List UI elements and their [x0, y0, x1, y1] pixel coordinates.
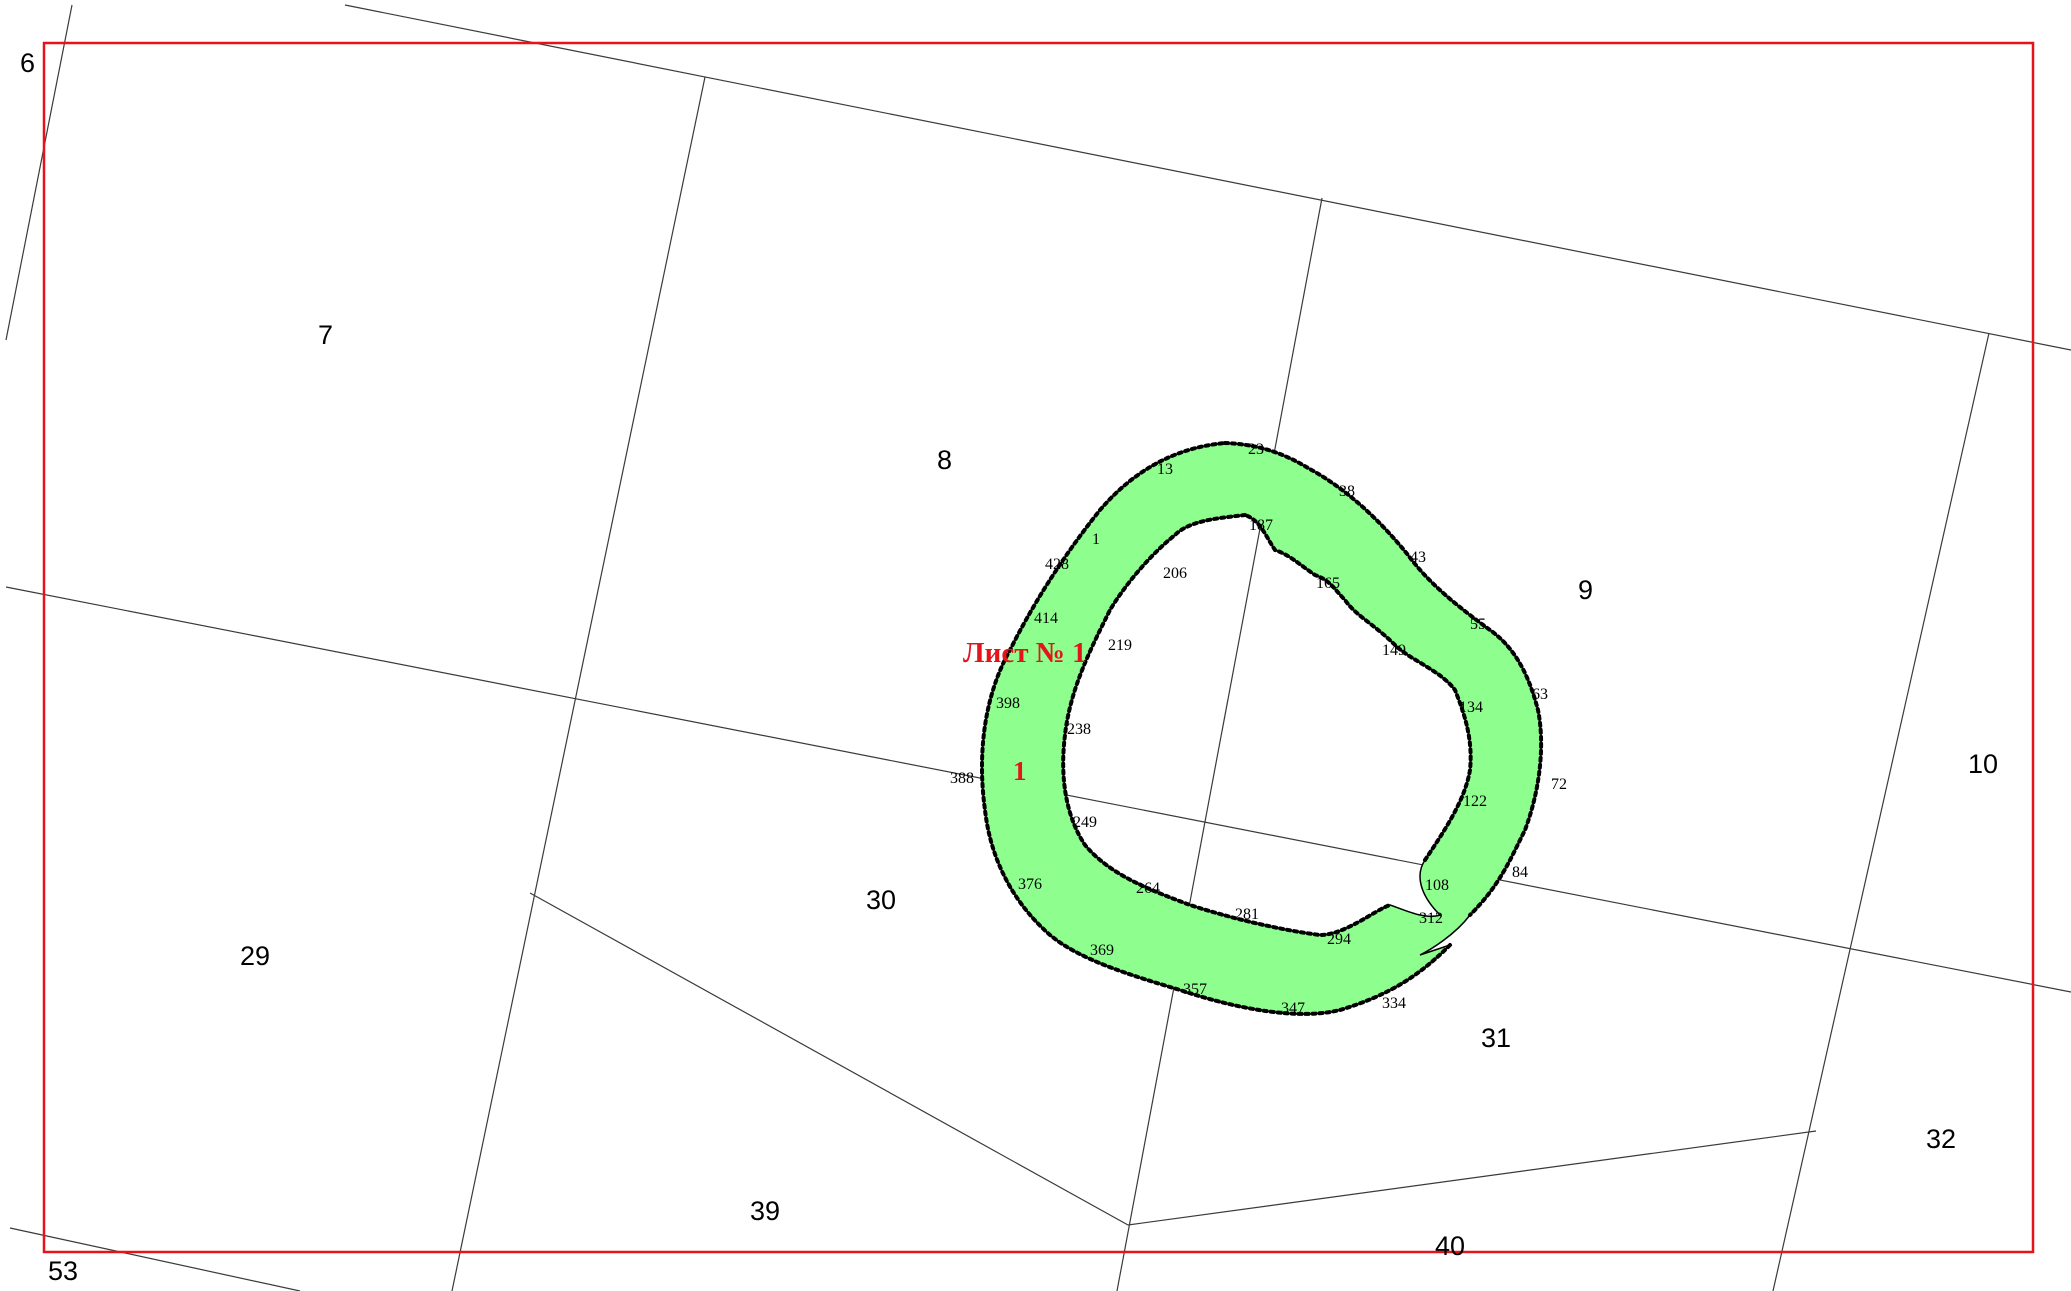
point-label: 55 [1470, 616, 1486, 633]
quarter-label: 30 [866, 885, 896, 915]
quarter-label: 9 [1578, 575, 1593, 605]
quarter-label: 6 [20, 48, 35, 78]
quarter-label: 10 [1968, 749, 1998, 779]
point-label: 72 [1551, 776, 1567, 793]
outer-boundary-points [980, 441, 1452, 1016]
point-label: 369 [1090, 942, 1114, 959]
point-label: 165 [1316, 575, 1340, 592]
boundary-line [529, 892, 1129, 1226]
point-label: 1 [1092, 531, 1100, 548]
point-label: 398 [996, 695, 1020, 712]
boundary-line [344, 4, 2071, 351]
quarter-label: 7 [318, 320, 333, 350]
inner-boundary-points [1061, 513, 1473, 938]
point-label: 122 [1463, 793, 1487, 810]
quarter-label: 39 [750, 1196, 780, 1226]
point-label: 357 [1183, 981, 1207, 998]
boundary-line [1116, 197, 1323, 1291]
point-label: 38 [1339, 483, 1355, 500]
parcel-number: 1 [1013, 756, 1027, 786]
point-label: 334 [1382, 995, 1406, 1012]
quarter-label: 40 [1435, 1231, 1465, 1261]
sheet-label: Лист № 1 [963, 637, 1087, 669]
quarter-labels: 6 7 8 9 10 29 30 31 32 39 40 53 [20, 48, 1998, 1286]
boundary-line [9, 1227, 301, 1291]
point-label: 264 [1136, 880, 1160, 897]
point-label: 63 [1532, 686, 1548, 703]
point-label: 388 [950, 770, 974, 787]
point-label: 249 [1073, 814, 1097, 831]
point-label: 428 [1045, 556, 1069, 573]
point-label: 294 [1327, 931, 1351, 948]
point-label: 134 [1459, 699, 1483, 716]
point-labels: 23 13 38 187 1 43 428 206 165 55 414 219… [950, 441, 1567, 1017]
point-label: 206 [1163, 565, 1187, 582]
point-label: 347 [1281, 1000, 1305, 1017]
point-label: 84 [1512, 864, 1528, 881]
point-label: 149 [1382, 642, 1406, 659]
point-label: 238 [1067, 721, 1091, 738]
outer-boundary-points [1223, 441, 1544, 917]
point-label: 414 [1034, 610, 1058, 627]
point-label: 312 [1419, 910, 1443, 927]
point-label: 43 [1410, 549, 1426, 566]
boundary-line [1127, 1130, 1817, 1226]
quarter-label: 31 [1481, 1023, 1511, 1053]
quarter-label: 29 [240, 941, 270, 971]
boundary-line [5, 4, 73, 341]
sheet-frame [42, 41, 2035, 1254]
point-label: 281 [1235, 906, 1259, 923]
quarter-label: 32 [1926, 1124, 1956, 1154]
boundary-line [451, 76, 706, 1291]
point-label: 187 [1249, 517, 1273, 534]
point-label: 108 [1425, 877, 1449, 894]
point-label: 13 [1157, 461, 1173, 478]
quarter-label: 8 [937, 445, 952, 475]
boundary-line [1772, 332, 1990, 1291]
point-label: 219 [1108, 637, 1132, 654]
point-label: 376 [1018, 876, 1042, 893]
quarter-label: 53 [48, 1256, 78, 1286]
point-label: 23 [1248, 441, 1264, 458]
